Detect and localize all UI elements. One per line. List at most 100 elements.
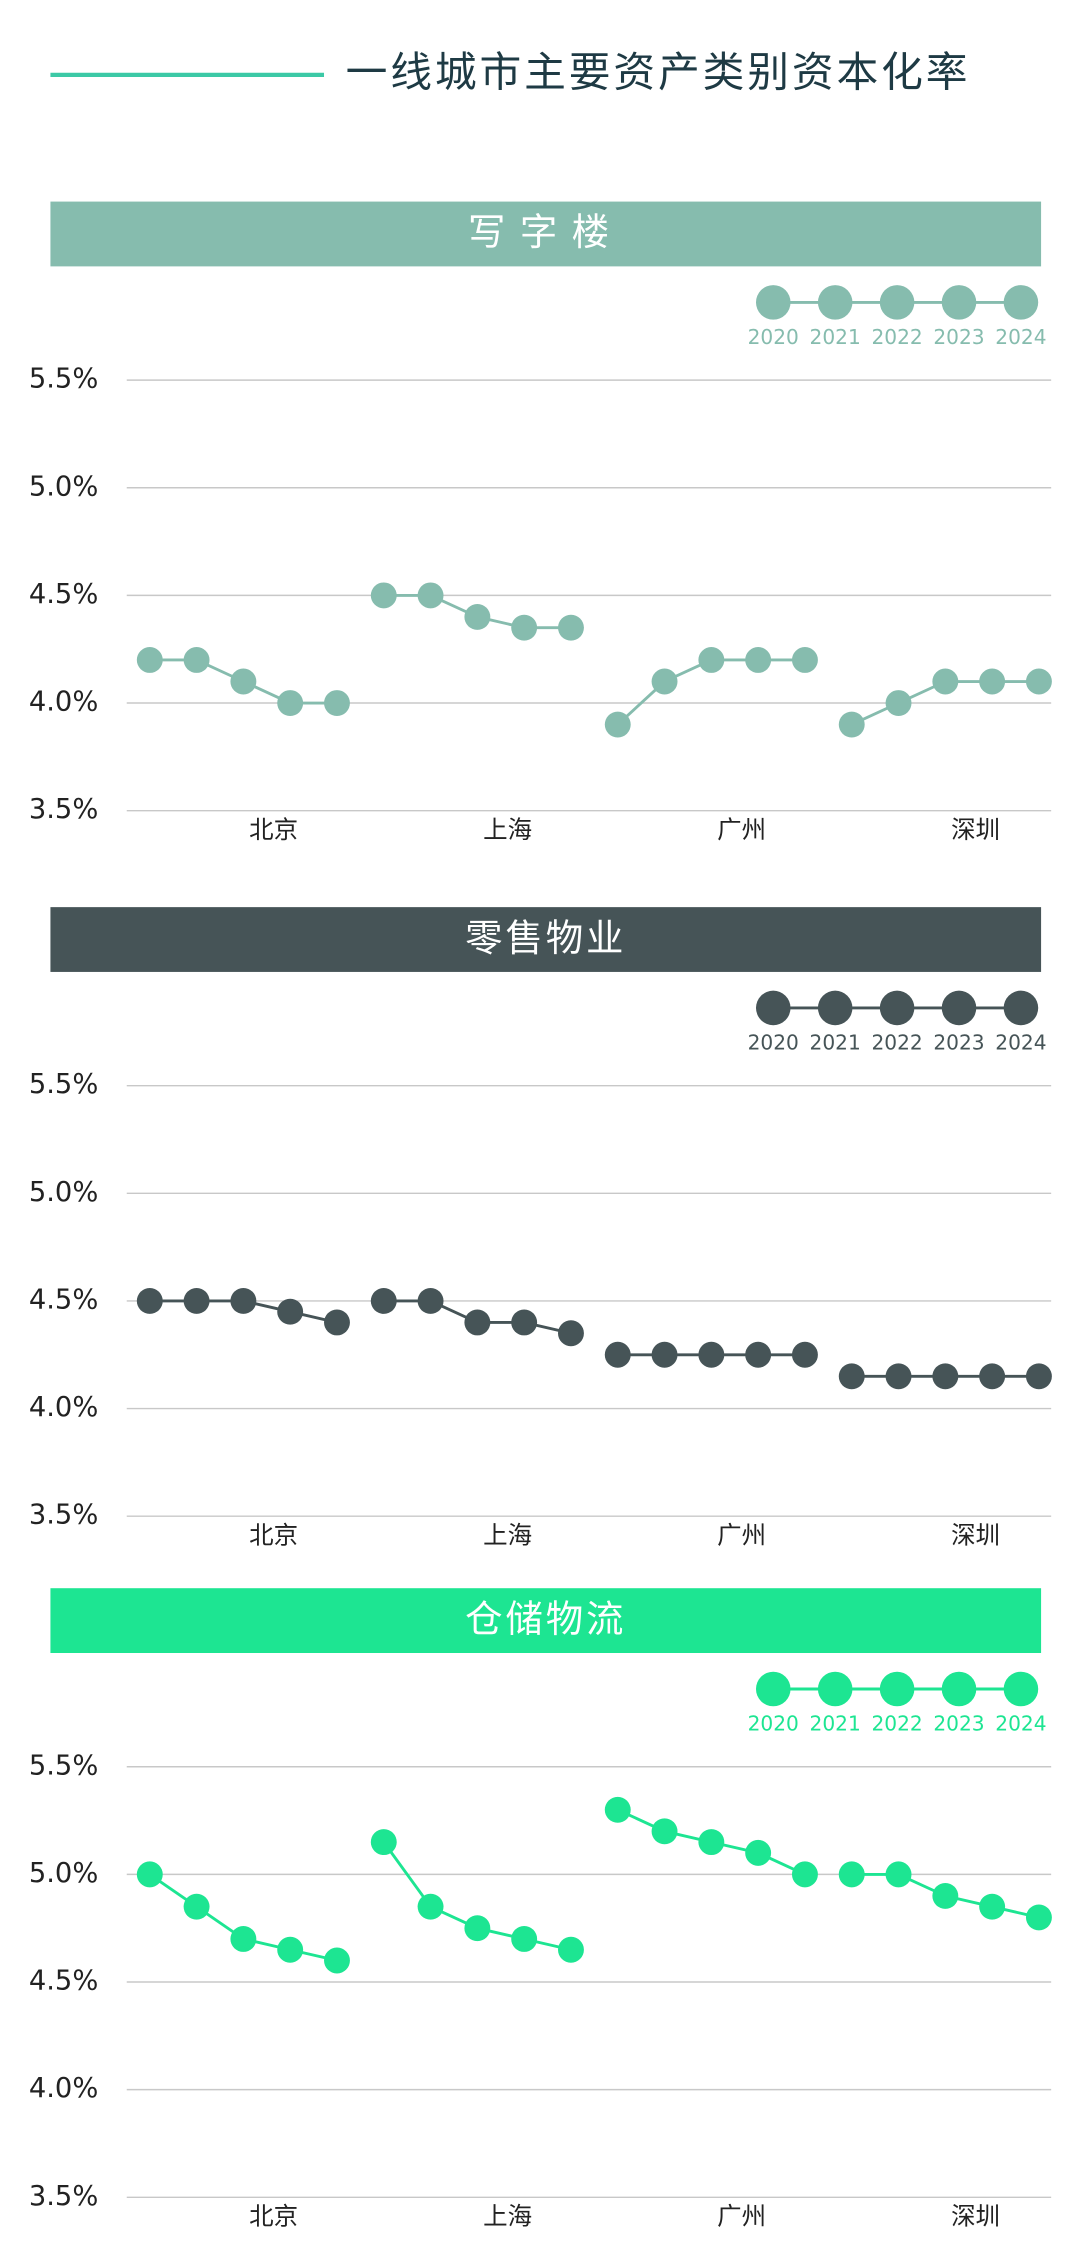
data-point bbox=[932, 1882, 959, 1909]
x-tick-label: 广州 bbox=[717, 1520, 766, 1549]
legend-dot bbox=[879, 1671, 915, 1707]
legend-dot bbox=[1003, 1671, 1039, 1707]
legend-dot bbox=[817, 285, 853, 320]
data-point bbox=[136, 647, 163, 673]
data-point bbox=[651, 668, 678, 695]
data-point bbox=[698, 647, 725, 673]
data-point bbox=[230, 1287, 257, 1314]
data-point bbox=[1025, 1363, 1052, 1390]
legend-label: 2022 bbox=[871, 1711, 922, 1735]
x-tick-label: 北京 bbox=[249, 2201, 298, 2230]
data-point bbox=[1025, 668, 1052, 695]
y-tick-label: 5.5% bbox=[29, 1750, 98, 1781]
y-tick-label: 4.5% bbox=[29, 1284, 98, 1315]
y-tick-label: 5.5% bbox=[29, 1069, 98, 1100]
data-point bbox=[557, 1936, 584, 1963]
x-tick-label: 广州 bbox=[717, 815, 766, 844]
data-point bbox=[230, 668, 257, 695]
page-title: 一线城市主要资产类别资本化率 bbox=[346, 47, 971, 96]
y-tick-label: 3.5% bbox=[29, 794, 98, 825]
y-tick-label: 4.5% bbox=[29, 1966, 98, 1997]
data-point bbox=[1025, 1904, 1052, 1931]
data-point bbox=[932, 1363, 959, 1390]
data-point bbox=[791, 1341, 818, 1368]
data-point bbox=[838, 711, 865, 738]
legend-label: 2023 bbox=[933, 325, 984, 349]
chart-title: 零售物业 bbox=[465, 916, 626, 960]
data-point bbox=[277, 690, 304, 716]
legend-label: 2022 bbox=[871, 1030, 922, 1054]
data-point bbox=[230, 1926, 257, 1952]
x-tick-label: 深圳 bbox=[951, 2201, 1000, 2230]
data-point bbox=[324, 690, 350, 716]
data-point bbox=[183, 1893, 210, 1920]
x-tick-label: 深圳 bbox=[951, 1520, 1000, 1549]
legend-dot bbox=[941, 285, 977, 320]
data-point bbox=[604, 1341, 631, 1368]
legend-dot bbox=[755, 990, 791, 1026]
data-point bbox=[838, 1363, 865, 1390]
chart-title: 写字楼 bbox=[468, 210, 623, 254]
data-point bbox=[838, 1861, 865, 1888]
data-point bbox=[932, 668, 959, 695]
data-point bbox=[277, 1936, 304, 1963]
legend-dot bbox=[941, 1671, 977, 1707]
data-point bbox=[511, 1926, 538, 1952]
y-tick-label: 5.0% bbox=[29, 1858, 98, 1889]
legend-dot bbox=[755, 1671, 791, 1707]
title-banner bbox=[50, 201, 1042, 267]
legend-label: 2024 bbox=[995, 1030, 1046, 1054]
data-point bbox=[464, 1915, 491, 1942]
x-tick-label: 上海 bbox=[483, 815, 532, 844]
data-point bbox=[979, 668, 1006, 695]
legend-label: 2021 bbox=[810, 1711, 861, 1735]
data-point bbox=[979, 1363, 1006, 1390]
x-tick-label: 上海 bbox=[483, 1520, 532, 1549]
legend-label: 2021 bbox=[810, 325, 861, 349]
data-point bbox=[557, 1320, 584, 1347]
legend-dot bbox=[1003, 285, 1039, 320]
legend-dot bbox=[1003, 990, 1039, 1026]
y-tick-label: 3.5% bbox=[29, 1500, 98, 1531]
data-point bbox=[183, 1287, 210, 1314]
x-tick-label: 北京 bbox=[249, 815, 298, 844]
y-tick-label: 5.5% bbox=[29, 364, 98, 395]
legend-label: 2024 bbox=[995, 1711, 1046, 1735]
x-tick-label: 广州 bbox=[717, 2201, 766, 2230]
data-point bbox=[791, 647, 818, 673]
data-point bbox=[417, 1287, 444, 1314]
data-point bbox=[885, 690, 912, 716]
legend-label: 2024 bbox=[995, 325, 1046, 349]
y-tick-label: 4.0% bbox=[29, 687, 98, 718]
legend-label: 2021 bbox=[810, 1030, 861, 1054]
data-point bbox=[370, 582, 397, 609]
chart-title: 仓储物流 bbox=[465, 1597, 626, 1641]
legend-dot bbox=[817, 990, 853, 1026]
data-point bbox=[183, 647, 210, 673]
data-point bbox=[136, 1287, 163, 1314]
legend-dot bbox=[941, 990, 977, 1026]
y-tick-label: 3.5% bbox=[29, 2181, 98, 2212]
legend-dot bbox=[817, 1671, 853, 1707]
data-point bbox=[370, 1287, 397, 1314]
x-tick-label: 北京 bbox=[249, 1520, 298, 1549]
title-banner bbox=[50, 1588, 1042, 1654]
legend-label: 2020 bbox=[748, 1711, 799, 1735]
data-point bbox=[511, 614, 538, 641]
data-point bbox=[370, 1829, 397, 1856]
legend-label: 2020 bbox=[748, 1030, 799, 1054]
data-point bbox=[885, 1861, 912, 1888]
data-point bbox=[745, 647, 772, 673]
y-tick-label: 5.0% bbox=[29, 1177, 98, 1208]
data-point bbox=[557, 614, 584, 641]
y-tick-label: 4.5% bbox=[29, 579, 98, 610]
title-banner bbox=[50, 907, 1042, 972]
data-point bbox=[417, 582, 444, 609]
legend-dot bbox=[879, 990, 915, 1026]
legend-label: 2023 bbox=[933, 1711, 984, 1735]
legend-label: 2020 bbox=[748, 325, 799, 349]
legend-label: 2023 bbox=[933, 1030, 984, 1054]
data-point bbox=[651, 1341, 678, 1368]
data-point bbox=[417, 1893, 444, 1920]
